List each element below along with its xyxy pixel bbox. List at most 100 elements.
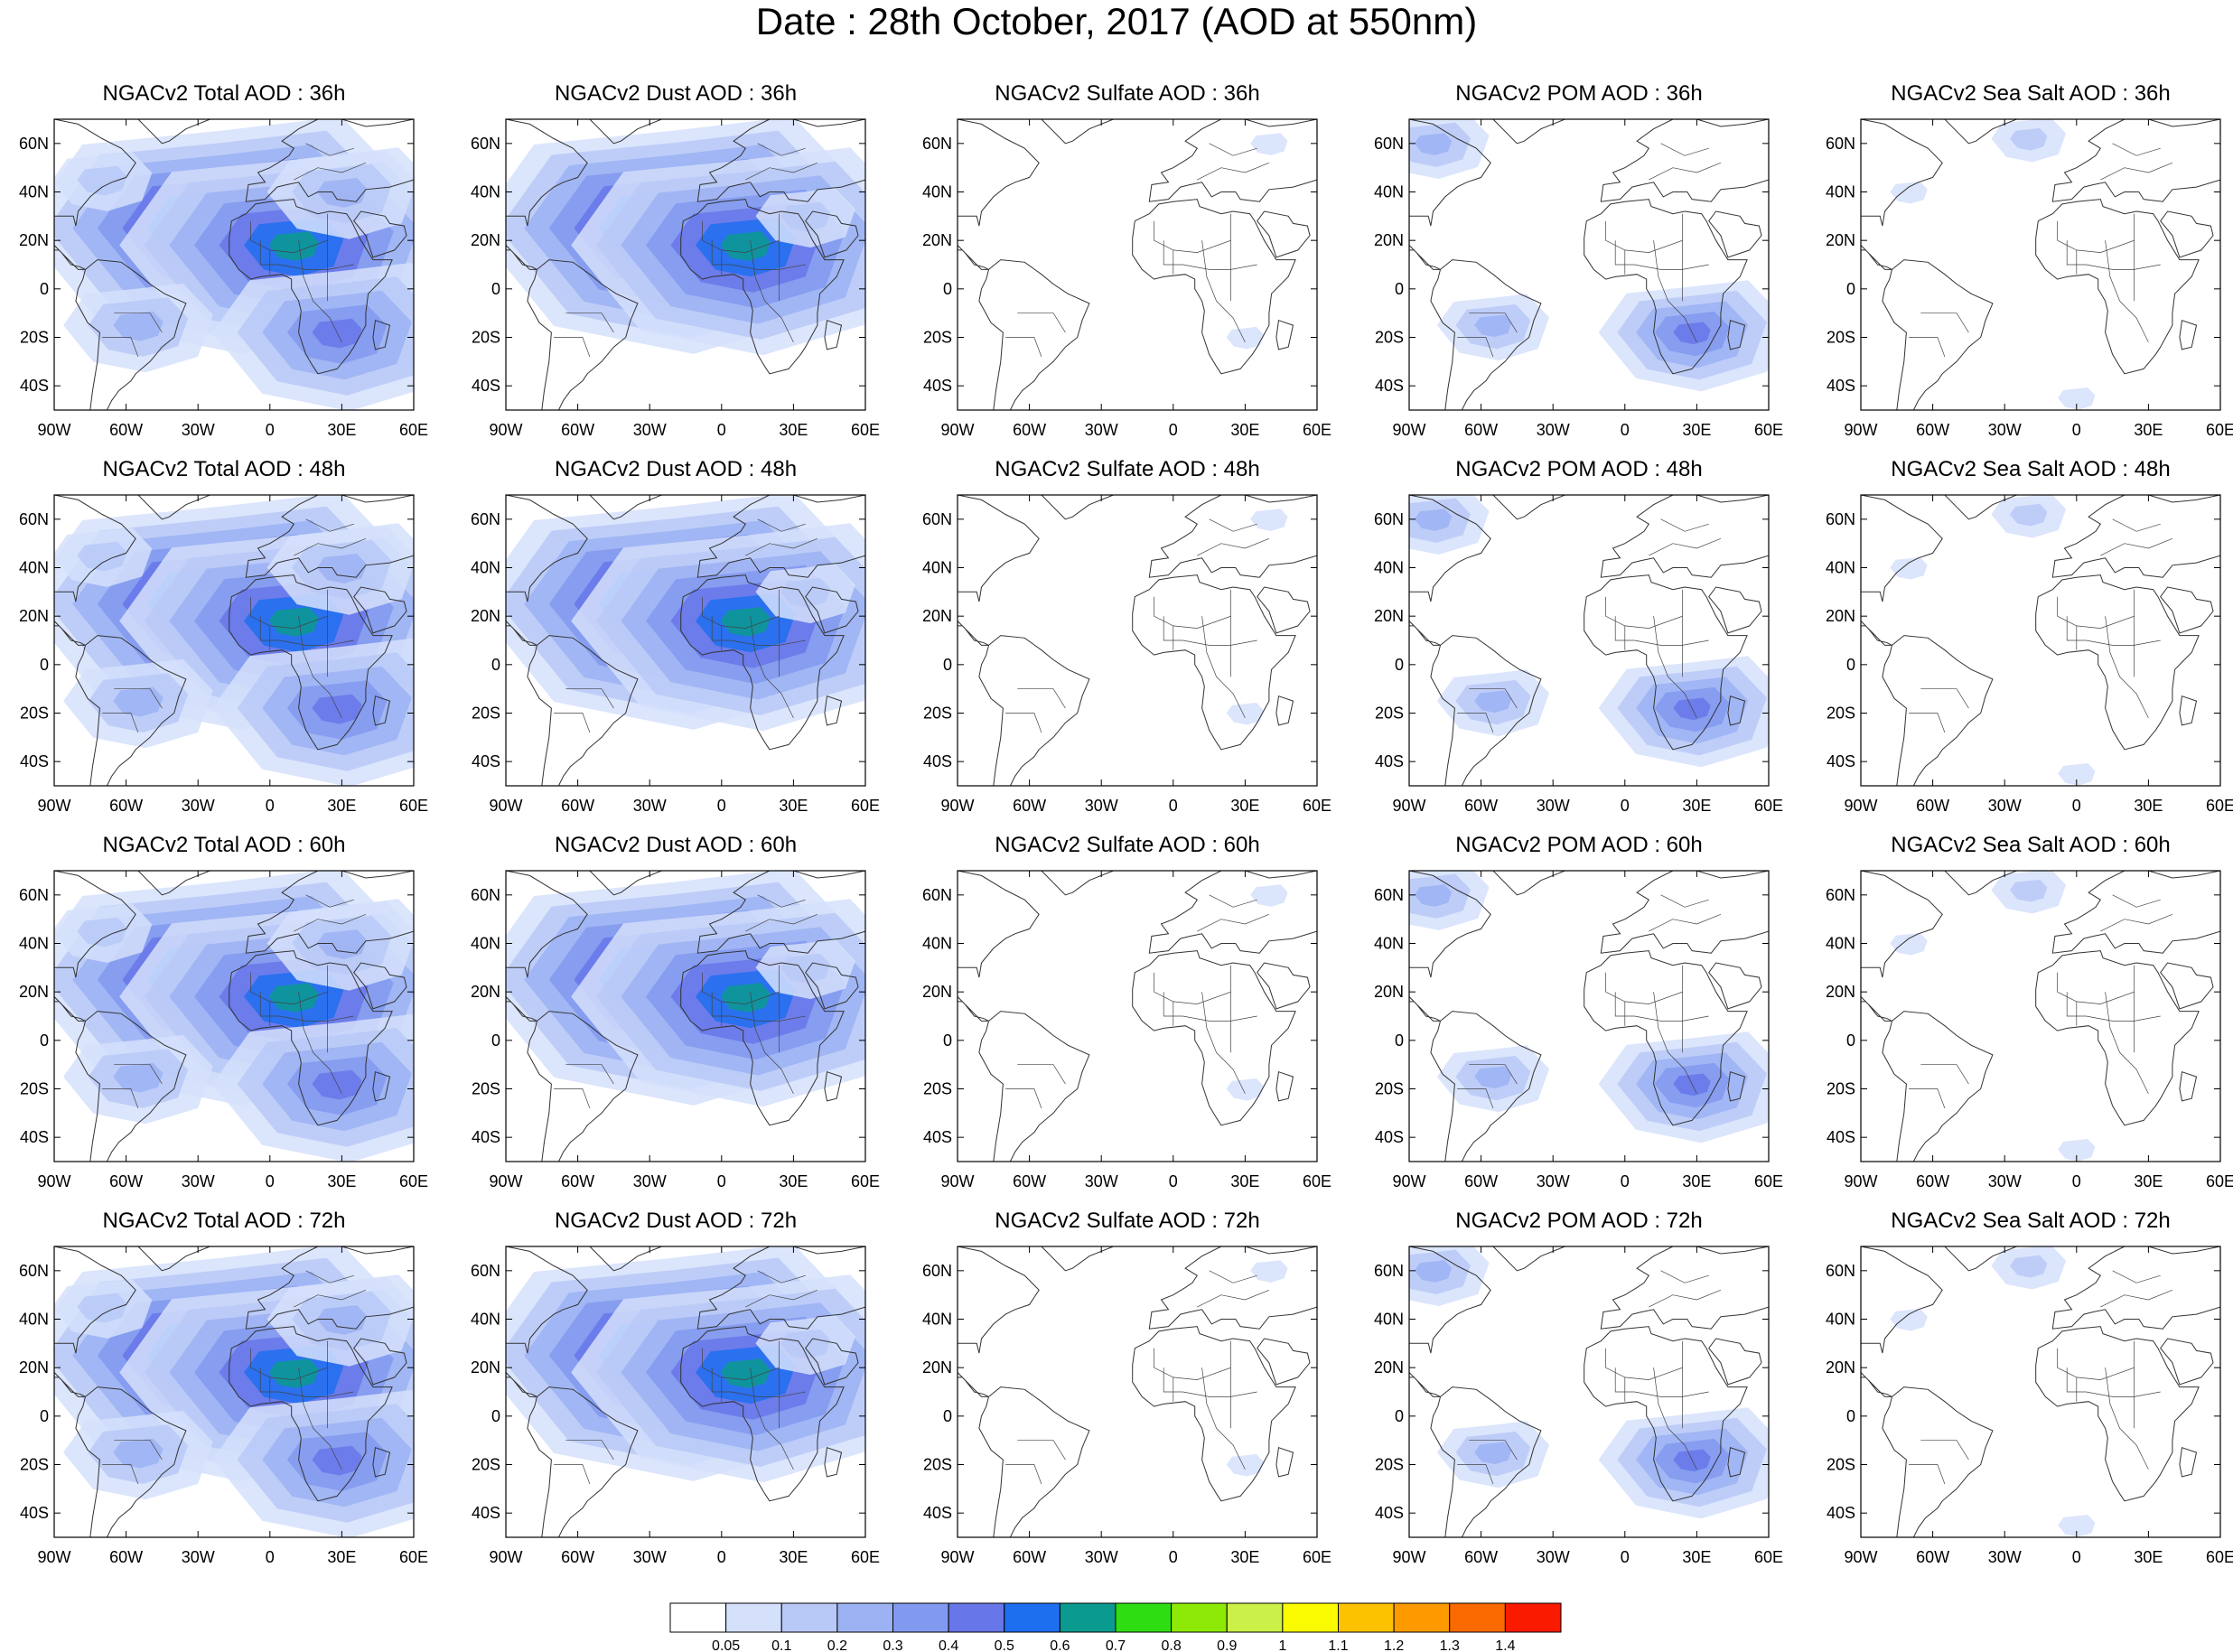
lat-tick-label: 40N (1826, 1311, 1855, 1329)
plot-frame (1860, 1246, 2221, 1538)
lon-tick-label: 90W (1844, 421, 1877, 439)
map-panel-pom: NGACv2 POM AOD : 36h 60N 40N 20N 0 20S 40S 90W 6… (1355, 78, 1803, 455)
country-border (1197, 1289, 1270, 1308)
country-border (745, 537, 818, 556)
aod-contour (1890, 556, 1928, 580)
lat-tick-label: 60N (922, 135, 952, 153)
map-plot: 60N 40N 20N 0 20S 40S 90W 60W 30W 0 30E 60E (1374, 1246, 1783, 1566)
lat-tick-label: 0 (491, 656, 500, 674)
coastline-greenland (589, 495, 662, 520)
country-border (2100, 162, 2173, 181)
coastline-central-america (1409, 995, 1441, 1022)
country-border (2112, 894, 2161, 908)
aod-contour (780, 953, 831, 984)
aod-contour (1250, 1260, 1288, 1283)
panel-title: NGACv2 Sulfate AOD : 48h (995, 457, 1260, 481)
panel-title: NGACv2 Dust AOD : 36h (554, 81, 798, 106)
country-border (1614, 240, 1709, 270)
aod-contour (780, 201, 831, 232)
country-border (1163, 992, 1257, 1022)
lat-tick-label: 20N (1374, 231, 1404, 249)
plot-frame (957, 870, 1318, 1162)
lat-tick-label: 40N (1374, 183, 1404, 201)
coastline-north-america (958, 1246, 1040, 1354)
lat-tick-label: 40S (472, 377, 500, 395)
panel-title: NGACv2 Total AOD : 72h (102, 1209, 346, 1233)
lat-tick-label: 40N (19, 183, 49, 201)
page-title: Date : 28th October, 2017 (AOD at 550nm) (755, 0, 1478, 42)
lat-tick-label: 20S (1827, 1456, 1855, 1474)
map-plot: 60N 40N 20N 0 20S 40S 90W 60W 30W 0 30E 60E (471, 1246, 880, 1566)
coastline-madagascar (1275, 1071, 1294, 1102)
lat-tick-label: 20N (471, 1358, 500, 1377)
country-border (554, 713, 591, 733)
lat-tick-label: 0 (1846, 280, 1855, 298)
coastline-central-america (54, 620, 86, 646)
lon-tick-label: 0 (1169, 421, 1178, 439)
lat-tick-label: 40S (1827, 1128, 1855, 1146)
country-border (711, 992, 806, 1022)
lat-tick-label: 20N (1826, 607, 1855, 625)
lat-tick-label: 20N (19, 983, 49, 1001)
aod-contour (1474, 1066, 1512, 1089)
country-border (294, 162, 367, 181)
aod-contour (312, 694, 362, 724)
lat-tick-label: 20S (923, 329, 952, 347)
coastline-south-america (978, 1011, 1090, 1162)
lon-tick-label: 60W (1464, 421, 1498, 439)
country-border (1017, 1064, 1066, 1085)
coastline-africa (229, 199, 393, 375)
lat-tick-label: 60N (1826, 1262, 1855, 1280)
aod-contour (312, 1445, 362, 1476)
country-border (1469, 688, 1518, 709)
coastline-madagascar (372, 1447, 391, 1478)
country-border (1649, 1289, 1722, 1308)
coastline-south-america (978, 635, 1090, 786)
lon-tick-label: 30W (1537, 1548, 1570, 1566)
lat-tick-label: 60N (1826, 886, 1855, 904)
coastline-north-america (1861, 119, 1943, 227)
country-border (114, 313, 163, 333)
lat-tick-label: 20N (922, 607, 952, 625)
country-border (1005, 713, 1042, 733)
country-border (1649, 913, 1722, 932)
country-border (298, 616, 342, 719)
aod-contour (77, 1293, 127, 1323)
lon-tick-label: 60W (1013, 797, 1046, 815)
coastline-africa (229, 574, 393, 751)
country-border (1201, 616, 1246, 719)
aod-contour (77, 917, 127, 947)
country-border (294, 1289, 367, 1308)
country-border (1201, 240, 1246, 343)
coastline-south-america (1430, 635, 1542, 786)
map-panel-seasalt: NGACv2 Sea Salt AOD : 48h 60N 40N 20N 0 20S 40… (1807, 453, 2233, 831)
lat-tick-label: 40S (1375, 752, 1404, 770)
map-panel-sulfate: NGACv2 Sulfate AOD : 36h 60N 40N 20N 0 20S 40S… (903, 78, 1351, 455)
plot-frame (53, 1246, 415, 1538)
lon-tick-label: 60E (851, 1548, 880, 1566)
lon-tick-label: 60E (2206, 1548, 2233, 1566)
lon-tick-label: 30E (2134, 421, 2163, 439)
aod-contour (1250, 509, 1288, 531)
lat-tick-label: 0 (1846, 1407, 1855, 1425)
map-panel-dust: NGACv2 Dust AOD : 48h 60N 40N 20N 0 20S 40S 90W… (452, 453, 900, 831)
map-plot: 60N 40N 20N 0 20S 40S 90W 60W 30W 0 30E 60E (922, 494, 1331, 815)
coastline-madagascar (1275, 695, 1294, 726)
lon-tick-label: 90W (1392, 421, 1425, 439)
coastline-arabia (805, 1338, 859, 1386)
country-border (757, 518, 806, 532)
aod-contour (316, 929, 367, 959)
lat-tick-label: 20S (20, 329, 49, 347)
lon-tick-label: 60W (561, 1172, 594, 1190)
coastline-central-america (506, 995, 537, 1022)
lat-tick-label: 40N (922, 183, 952, 201)
country-border (1197, 913, 1270, 932)
colorbar-swatch (669, 1602, 727, 1633)
lon-tick-label: 30W (1085, 797, 1118, 815)
lat-tick-label: 40N (1374, 1311, 1404, 1329)
lat-tick-label: 0 (40, 280, 49, 298)
coastline-africa (680, 574, 845, 751)
lat-tick-label: 40N (19, 935, 49, 953)
country-border (1653, 616, 1697, 719)
country-border (1154, 213, 1231, 253)
